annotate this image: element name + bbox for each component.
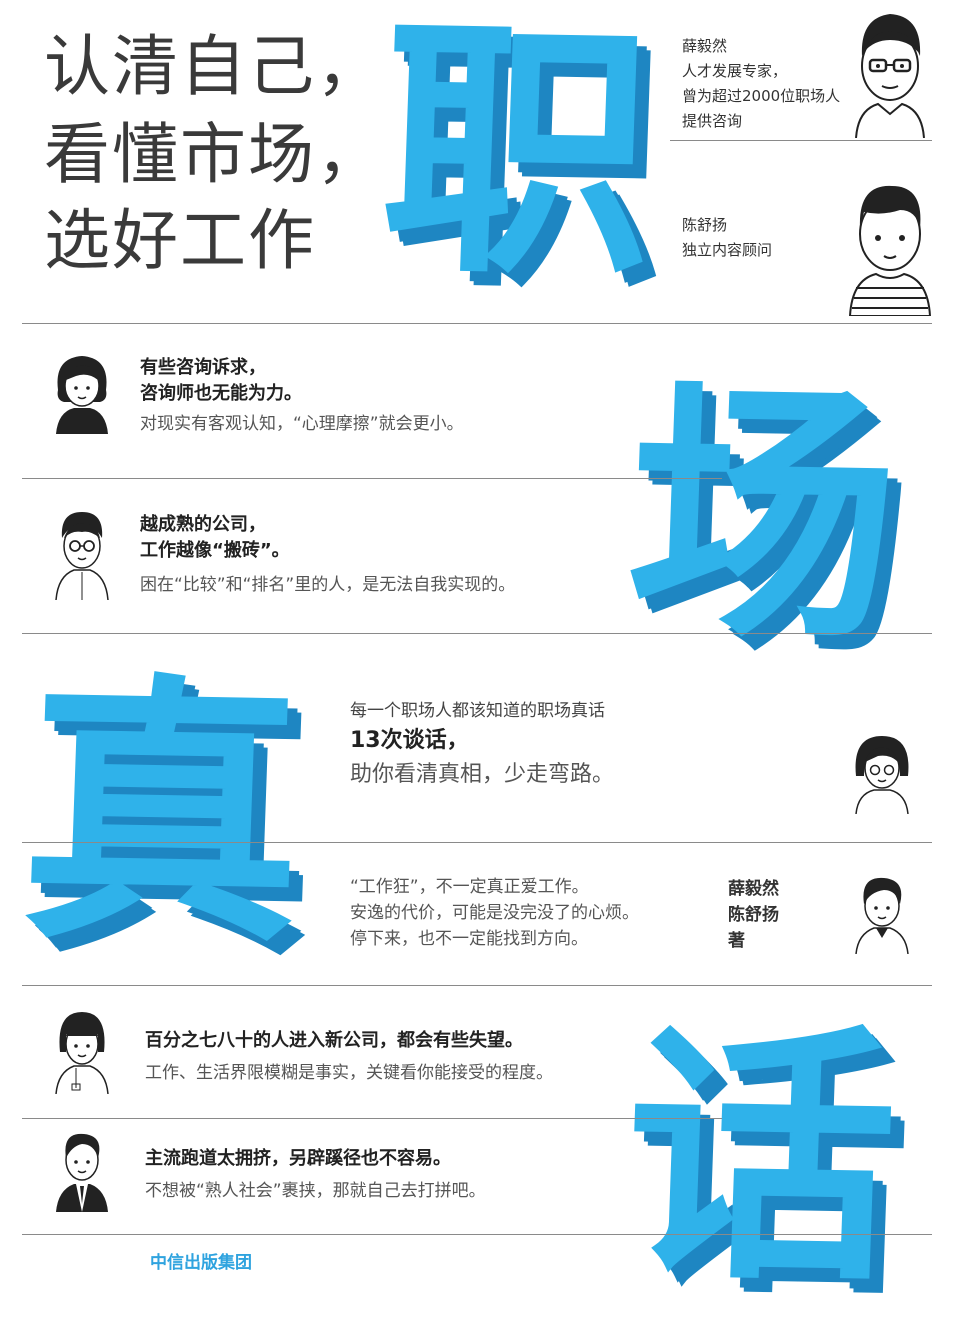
avatar-short-hair-man-icon bbox=[855, 877, 909, 954]
divider bbox=[22, 323, 932, 324]
big-char-hua: 话 bbox=[620, 998, 902, 1318]
author-desc: 曾为超过2000位职场人 bbox=[682, 87, 841, 105]
divider bbox=[22, 633, 932, 634]
avatar-suit-man-icon bbox=[56, 1133, 108, 1212]
intro-text: 每一个职场人都该知道的职场真话 bbox=[350, 701, 605, 721]
author-desc: 独立内容顾问 bbox=[682, 241, 773, 259]
quote-headline: 有些咨询诉求， bbox=[140, 357, 266, 378]
divider bbox=[670, 140, 932, 141]
author-bio-1: 薛毅然 人才发展专家， 曾为超过2000位职场人 提供咨询 bbox=[682, 34, 840, 134]
quote-block-2: 越成熟的公司， 工作越像“搬砖”。 困在“比较”和“排名”里的人，是无法自我实现… bbox=[140, 512, 515, 598]
divider bbox=[22, 842, 932, 843]
title-line-1: 认清自己， bbox=[44, 28, 384, 105]
quote-headline: 工作越像“搬砖”。 bbox=[140, 540, 290, 561]
avatar-glasses-man-icon bbox=[855, 14, 925, 138]
quote-headline: 咨询师也无能为力。 bbox=[140, 383, 302, 404]
avatar-boy-glasses-icon bbox=[55, 512, 109, 600]
avatar-woman-curly-icon bbox=[56, 356, 108, 434]
quote-headline: 越成熟的公司， bbox=[140, 514, 266, 535]
mid-quote: “工作狂”，不一定真正爱工作。 安逸的代价，可能是没完没了的心烦。 停下来，也不… bbox=[350, 874, 639, 952]
quote-block-3: 百分之七八十的人进入新公司，都会有些失望。 工作、生活界限模糊是事实，关键看你能… bbox=[145, 1028, 553, 1086]
big-char-zhen: 真 bbox=[16, 650, 308, 982]
quote-block-4: 主流跑道太拥挤，另辟蹊径也不容易。 不想被“熟人社会”裹挟，那就自己去打拼吧。 bbox=[145, 1146, 486, 1204]
big-char-zhi: 职 bbox=[376, 0, 658, 313]
quote-text: 困在“比较”和“排名”里的人，是无法自我实现的。 bbox=[140, 575, 516, 595]
quote-text: “工作狂”，不一定真正爱工作。 bbox=[350, 877, 589, 897]
author-desc: 提供咨询 bbox=[682, 112, 743, 130]
author-bio-2: 陈舒扬 独立内容顾问 bbox=[682, 213, 772, 263]
author-name: 陈舒扬 bbox=[682, 216, 728, 234]
author-desc: 人才发展专家， bbox=[682, 62, 788, 80]
byline-role: 著 bbox=[728, 931, 745, 951]
divider bbox=[22, 1118, 722, 1119]
divider bbox=[22, 985, 932, 986]
quote-headline: 百分之七八十的人进入新公司，都会有些失望。 bbox=[145, 1030, 523, 1051]
author-name: 薛毅然 bbox=[682, 37, 728, 55]
subheadline: 助你看清真相，少走弯路。 bbox=[350, 762, 615, 787]
byline: 薛毅然 陈舒扬 著 bbox=[728, 876, 779, 954]
quote-text: 不想被“熟人社会”裹挟，那就自己去打拼吧。 bbox=[145, 1181, 486, 1201]
big-char-chang: 场 bbox=[622, 356, 904, 677]
byline-author: 薛毅然 bbox=[728, 879, 779, 899]
divider bbox=[22, 478, 722, 479]
center-block: 每一个职场人都该知道的职场真话 13次谈话， 助你看清真相，少走弯路。 bbox=[350, 698, 614, 792]
byline-author: 陈舒扬 bbox=[728, 905, 779, 925]
title-line-3: 选好工作 bbox=[44, 202, 316, 279]
quote-text: 工作、生活界限模糊是事实，关键看你能接受的程度。 bbox=[145, 1063, 553, 1083]
quote-text: 安逸的代价，可能是没完没了的心烦。 bbox=[350, 903, 639, 923]
title-line-2: 看懂市场， bbox=[44, 116, 384, 193]
quote-headline: 主流跑道太拥挤，另辟蹊径也不容易。 bbox=[145, 1148, 451, 1169]
quote-text: 对现实有客观认知，“心理摩擦”就会更小。 bbox=[140, 414, 464, 434]
talks-headline: 13次谈话， bbox=[350, 728, 469, 753]
quote-block-1: 有些咨询诉求， 咨询师也无能为力。 对现实有客观认知，“心理摩擦”就会更小。 bbox=[140, 355, 464, 437]
avatar-young-man-icon bbox=[848, 185, 932, 316]
avatar-woman-bangs-icon bbox=[55, 1012, 109, 1094]
publisher-logo: 中信出版集团 bbox=[150, 1253, 252, 1273]
quote-text: 停下来，也不一定能找到方向。 bbox=[350, 929, 588, 949]
divider bbox=[22, 1234, 932, 1235]
avatar-woman-glasses-icon bbox=[855, 736, 909, 814]
